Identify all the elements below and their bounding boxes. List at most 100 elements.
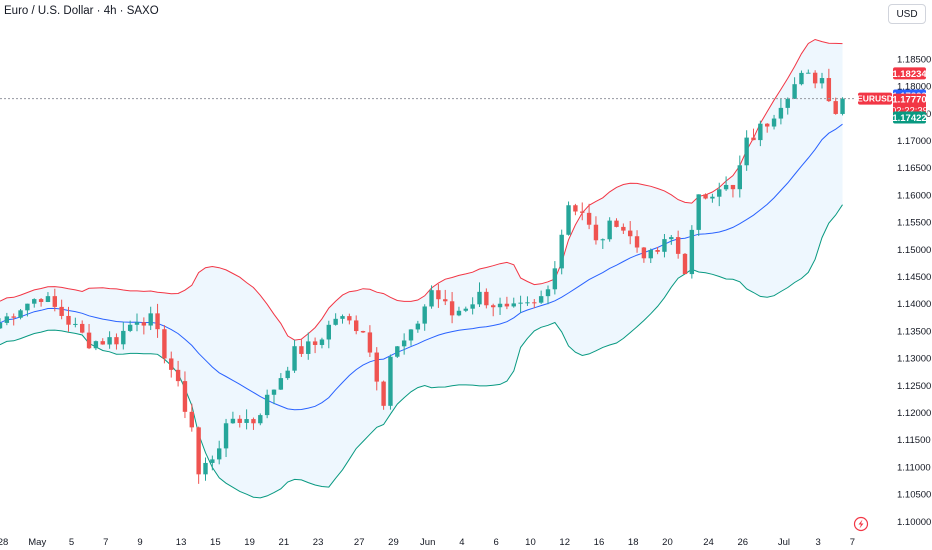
lightning-icon[interactable]: [853, 516, 869, 532]
x-tick-label: 10: [525, 537, 536, 548]
x-tick-label: 3: [816, 537, 821, 548]
y-tick-label: 1.17000: [897, 136, 931, 147]
candle: [545, 285, 551, 305]
currency-button[interactable]: USD: [888, 4, 926, 24]
last-price-value: 1.17770: [892, 95, 926, 106]
candle: [292, 339, 297, 373]
candle: [696, 194, 701, 236]
candle: [449, 292, 455, 324]
candle: [703, 193, 708, 200]
x-tick-label: Jun: [420, 537, 435, 548]
x-tick-label: 23: [313, 537, 324, 548]
candle: [401, 333, 407, 355]
x-tick-label: Jul: [778, 537, 790, 548]
x-tick-label: May: [28, 537, 46, 548]
candle: [675, 230, 681, 259]
candle: [86, 323, 92, 350]
candle: [182, 371, 188, 419]
x-tick-label: 9: [137, 537, 142, 548]
x-tick-label: 4: [459, 537, 464, 548]
candle: [217, 440, 222, 465]
lower-band-line: [0, 204, 843, 499]
candle: [162, 325, 167, 364]
candle: [593, 216, 599, 245]
y-tick-label: 1.10000: [897, 517, 931, 528]
candle: [552, 261, 558, 295]
candle: [141, 317, 147, 335]
y-tick-label: 1.13000: [897, 354, 931, 365]
candle: [223, 418, 229, 458]
upper-band-tag: 1.18234: [892, 67, 927, 80]
x-tick-label: 18: [628, 537, 639, 548]
candle: [641, 246, 647, 263]
candle: [395, 345, 400, 358]
candle: [484, 288, 489, 309]
candle: [278, 373, 284, 390]
candle: [148, 306, 153, 331]
candle: [52, 288, 57, 312]
candle: [258, 413, 263, 426]
candle: [114, 333, 119, 350]
candle: [285, 366, 290, 380]
candle: [326, 320, 331, 349]
candle: [4, 312, 10, 326]
candle: [45, 292, 51, 303]
candle: [18, 309, 23, 320]
candle: [600, 238, 605, 249]
candles-layer: [0, 68, 845, 484]
candle: [251, 417, 256, 430]
candle: [751, 128, 756, 141]
candle: [826, 68, 832, 102]
candle: [504, 296, 510, 310]
candle: [237, 415, 242, 428]
candle: [11, 313, 16, 326]
candle: [710, 193, 715, 203]
candle: [203, 457, 208, 481]
x-tick-label: 7: [103, 537, 108, 548]
candle: [607, 217, 612, 242]
candle: [689, 225, 695, 279]
candle: [306, 332, 311, 360]
y-tick-label: 1.18500: [897, 54, 931, 65]
candle: [456, 306, 462, 317]
y-tick-label: 1.16000: [897, 190, 931, 201]
candle: [93, 340, 99, 351]
candle: [100, 338, 105, 345]
chart-title: Euro / U.S. Dollar · 4h · SAXO: [4, 5, 159, 17]
candle: [388, 354, 393, 410]
candle: [189, 403, 194, 432]
candle: [196, 426, 201, 484]
candle: [121, 322, 126, 350]
candle: [415, 320, 421, 333]
candle: [374, 347, 379, 391]
basis-line: [0, 123, 843, 411]
band-fill: [0, 39, 843, 498]
candle: [744, 130, 749, 171]
lower-band-value: 1.17422: [892, 113, 926, 124]
candle: [0, 318, 3, 329]
candle: [354, 315, 359, 335]
y-tick-label: 1.18000: [897, 82, 931, 93]
candle: [819, 72, 825, 89]
candle: [127, 320, 133, 333]
candle: [175, 360, 181, 387]
y-tick-label: 1.15500: [897, 218, 931, 229]
y-tick-label: 1.14500: [897, 272, 931, 283]
candle: [586, 203, 592, 230]
candle: [655, 246, 660, 255]
candle: [491, 303, 496, 317]
candle: [80, 320, 85, 334]
x-tick-label: 13: [176, 537, 187, 548]
candle: [477, 282, 482, 308]
candle: [833, 97, 838, 115]
candle: [662, 234, 667, 258]
candle: [66, 306, 71, 332]
symbol-label: EURUSD: [857, 94, 893, 104]
candle: [155, 303, 160, 338]
x-tick-label: 26: [738, 537, 749, 548]
candle: [532, 299, 537, 309]
candle: [812, 70, 818, 89]
y-tick-label: 1.13500: [897, 326, 931, 337]
lower-band-tag: 1.17422: [892, 111, 927, 124]
